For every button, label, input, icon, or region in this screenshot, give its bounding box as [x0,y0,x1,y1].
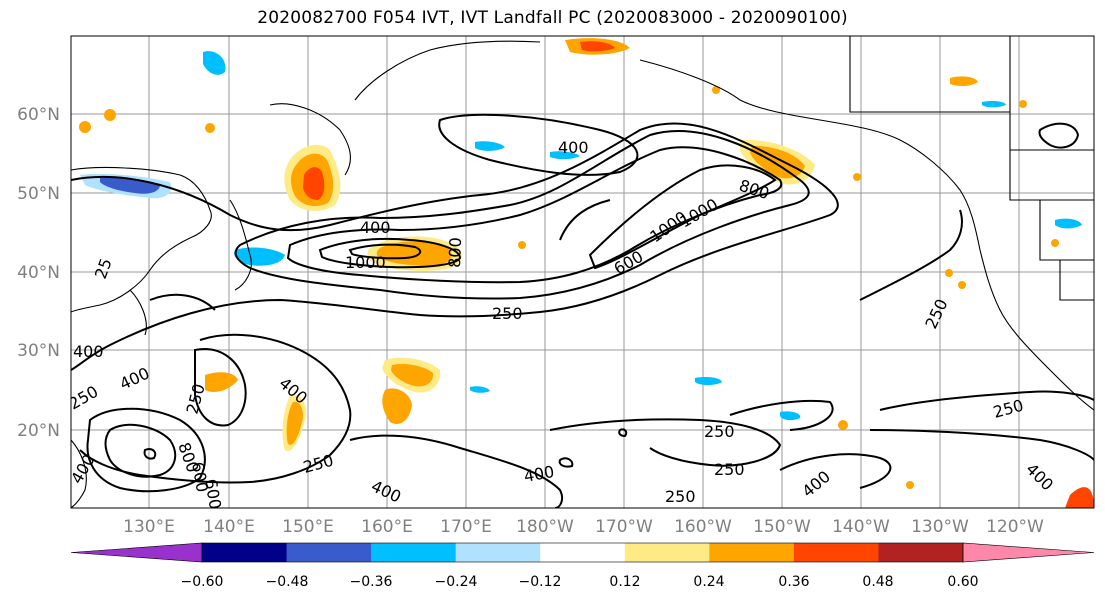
lat-label: 20°N [17,421,60,441]
colorbar-tick-label: 0.48 [862,574,893,590]
lat-label: 50°N [17,184,60,204]
lon-label: 130°E [123,517,175,537]
colorbar-tick-label: −0.48 [266,574,309,590]
coastlines [71,36,1094,508]
contour-label: 400 [360,218,391,237]
lon-label: 170°W [595,517,653,537]
contour-label: 250 [492,304,523,323]
colorbar-segment [709,543,795,562]
lon-label: 150°W [753,517,811,537]
colorbar-segment [624,543,710,562]
longitude-labels: 130°E 140°E 150°E 160°E 170°E 180°W 170°… [123,517,1044,537]
lat-label: 40°N [17,263,60,283]
lon-label: 170°E [440,517,492,537]
contour-label: 250 [665,487,696,506]
lon-label: 150°E [282,517,334,537]
colorbar-tick-labels: −0.60 −0.48 −0.36 −0.24 −0.12 0.12 0.24 … [181,574,979,590]
colorbar-outline [201,542,964,563]
colorbar [70,542,1095,563]
lon-label: 140°E [203,517,255,537]
pc-shading [79,38,1094,508]
colorbar-segment [286,543,372,562]
contour-label: 400 [558,138,589,157]
colorbar-tick-label: 0.36 [778,574,809,590]
contour-label: 250 [704,422,735,441]
ivt-contours [71,113,1094,508]
colorbar-segment [455,543,541,562]
colorbar-segment [371,543,457,562]
contour-label: 800 [445,237,465,268]
colorbar-segment [793,543,879,562]
colorbar-extend-min [70,542,203,563]
colorbar-segment [202,543,288,562]
latitude-labels: 60°N 50°N 40°N 30°N 20°N [17,105,60,441]
lon-label: 140°W [832,517,890,537]
lon-label: 160°E [361,517,413,537]
lon-label: 160°W [674,517,732,537]
colorbar-tick-label: −0.12 [519,574,562,590]
lat-label: 60°N [17,105,60,125]
contour-label: 600 [201,477,225,510]
lon-label: 130°W [911,517,969,537]
colorbar-segment [540,543,626,562]
colorbar-tick-label: −0.24 [435,574,478,590]
colorbar-tick-label: −0.60 [181,574,224,590]
lon-label: 120°W [986,517,1044,537]
colorbar-tick-label: 0.12 [609,574,640,590]
colorbar-tick-label: 0.24 [693,574,724,590]
colorbar-extend-max [962,542,1095,563]
map-frame [70,35,1095,509]
contour-label: 1000 [345,253,386,272]
colorbar-tick-label: −0.36 [350,574,393,590]
contour-label: 250 [714,460,745,479]
contour-label: 400 [73,342,104,361]
colorbar-segment [878,543,964,562]
map-title: 2020082700 F054 IVT, IVT Landfall PC (20… [257,8,848,28]
colorbar-tick-label: 0.60 [947,574,978,590]
lon-label: 180°W [516,517,574,537]
lat-label: 30°N [17,341,60,361]
